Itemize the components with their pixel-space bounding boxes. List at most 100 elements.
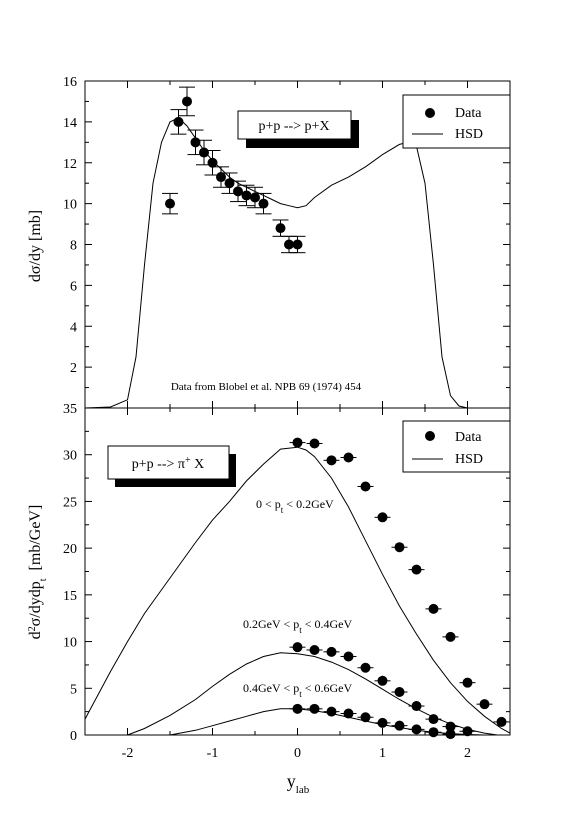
top-data-point — [199, 147, 209, 158]
top-data-point — [233, 186, 243, 197]
bottom-data-point — [394, 720, 405, 731]
bottom-data-point — [292, 642, 303, 653]
reaction-main: p+p --> π — [132, 457, 185, 472]
top-data-point — [190, 137, 201, 148]
top-axis-ticks: 2 4 6 8 10 12 14 16 — [63, 75, 511, 389]
top-data-source-note: Data from Blobel et al. NPB 69 (1974) 45… — [171, 381, 362, 393]
top-data-point — [258, 198, 269, 209]
xlabel-main: y — [287, 771, 296, 791]
bottom-data-point — [360, 712, 371, 723]
bottom-hsd-curve — [84, 446, 511, 734]
bottom-legend: Data HSD — [402, 420, 511, 473]
annot3-b: t — [299, 689, 302, 699]
top-reaction-label: p+p --> p+X — [258, 119, 329, 134]
bottom-axis-ticks: 0 5 10 15 20 25 30 35 -2 -1 0 1 2 — [63, 401, 511, 761]
annot2-a: 0.2GeV < p — [243, 617, 299, 631]
bottom-data-point — [326, 706, 337, 717]
bottom-y-tick-label: 15 — [63, 589, 77, 604]
bottom-data-point — [394, 542, 405, 553]
bottom-y-axis-title: d2σ/dydpt [mb/GeV] — [27, 505, 49, 640]
top-data-point — [284, 239, 294, 250]
bottom-data-point — [343, 708, 354, 719]
reaction-tail: X — [191, 457, 205, 472]
top-y-tick-label: 12 — [63, 157, 77, 172]
top-panel: 2 4 6 8 10 12 14 16 dσ/dy [mb] p+p --> p+X Data… — [27, 75, 511, 409]
top-hsd-curve — [84, 117, 510, 409]
top-legend-data-label: Data — [455, 106, 482, 121]
bottom-data-point — [309, 703, 320, 714]
top-data-point — [165, 198, 175, 209]
bottom-y-tick-label: 25 — [63, 495, 77, 510]
xlabel-sub: lab — [296, 784, 310, 796]
bottom-data-point — [428, 727, 439, 738]
bottom-data-point — [462, 677, 473, 688]
top-y-tick-label: 2 — [70, 361, 77, 376]
bottom-legend-data-marker — [425, 431, 435, 441]
bottom-data-point — [326, 646, 337, 657]
bottom-data-point — [292, 437, 303, 448]
bottom-data-point — [411, 724, 422, 735]
bottom-y-tick-label: 35 — [63, 402, 77, 417]
bottom-reaction-label: p+p --> π+ X — [132, 455, 204, 473]
bottom-reaction-box: p+p --> π+ X — [107, 445, 236, 487]
top-legend-hsd-label: HSD — [455, 127, 483, 142]
bottom-data-point — [343, 651, 354, 662]
bottom-hsd-curve — [127, 652, 498, 736]
top-data-point — [182, 96, 192, 107]
bottom-x-tick-label: -1 — [207, 746, 219, 761]
annot1-b: t — [281, 505, 284, 515]
bottom-data-point — [411, 701, 422, 712]
annotation-pt-bin-1: 0 < pt < 0.2GeV — [256, 497, 334, 515]
reaction-sup: + — [185, 455, 191, 466]
bottom-data-point — [360, 481, 371, 492]
annot1-c: < 0.2GeV — [283, 497, 334, 511]
top-y-tick-label: 14 — [63, 116, 77, 131]
top-data-layer — [162, 86, 306, 254]
bottom-y-tick-label: 30 — [63, 449, 77, 464]
bottom-plot-frame — [84, 407, 511, 736]
bottom-y-tick-label: 0 — [70, 729, 77, 744]
bottom-y-tick-label: 5 — [70, 682, 77, 697]
bottom-x-tick-label: 1 — [379, 746, 386, 761]
top-data-point — [224, 178, 235, 189]
annot3-a: 0.4GeV < p — [243, 681, 299, 695]
bottom-panel: 0 5 10 15 20 25 30 35 -2 -1 0 1 2 d2σ/dydpt [mb/GeV]… — [27, 401, 511, 796]
top-y-tick-label: 10 — [63, 198, 77, 213]
bottom-data-point — [445, 729, 456, 740]
ylabel-sup: 2 — [27, 626, 38, 631]
bottom-data-point — [411, 564, 422, 575]
annot3-c: < 0.6GeV — [302, 681, 353, 695]
bottom-data-point — [377, 675, 388, 686]
bottom-data-point — [479, 699, 490, 710]
bottom-x-tick-label: 0 — [294, 746, 301, 761]
bottom-data-point — [309, 438, 320, 449]
top-data-point — [292, 239, 303, 250]
top-data-point — [207, 157, 218, 168]
bottom-x-tick-label: 2 — [464, 746, 471, 761]
bottom-data-point — [428, 603, 439, 614]
bottom-data-layer — [289, 437, 510, 740]
annotation-pt-bin-2: 0.2GeV < pt < 0.4GeV — [243, 617, 352, 635]
bottom-data-point — [445, 721, 456, 732]
bottom-data-point — [309, 644, 320, 655]
top-data-point — [173, 116, 184, 127]
top-y-tick-label: 8 — [70, 239, 77, 254]
ylabel-d: d — [27, 631, 44, 639]
annotation-pt-bin-3: 0.4GeV < pt < 0.6GeV — [243, 681, 352, 699]
top-y-axis-title: dσ/dy [mb] — [27, 210, 44, 282]
annot1-a: 0 < p — [256, 497, 281, 511]
bottom-y-tick-label: 20 — [63, 542, 77, 557]
bottom-y-tick-label: 10 — [63, 636, 77, 651]
top-data-point — [250, 192, 260, 203]
bottom-x-tick-label: -2 — [122, 746, 134, 761]
bottom-data-point — [377, 512, 388, 523]
bottom-legend-hsd-label: HSD — [455, 452, 483, 467]
top-hsd-layer — [84, 117, 510, 409]
bottom-data-point — [445, 631, 456, 642]
top-y-tick-label: 4 — [70, 320, 77, 335]
annot2-b: t — [299, 625, 302, 635]
ylabel-mid: σ/dydp — [27, 581, 44, 626]
bottom-data-point — [292, 703, 303, 714]
bottom-data-point — [377, 717, 388, 728]
